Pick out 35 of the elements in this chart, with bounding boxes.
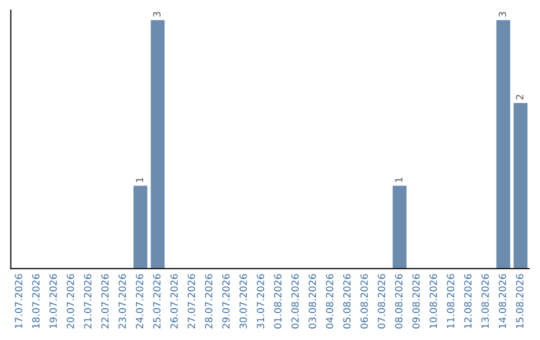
- x-tick-label: 19.07.2026: [49, 274, 57, 328]
- x-tick-label: 04.08.2026: [326, 274, 334, 328]
- x-tick-label: 08.08.2026: [395, 274, 402, 328]
- data-label: 1: [395, 178, 402, 182]
- x-tick-label: 21.07.2026: [84, 274, 92, 328]
- data-label: 3: [498, 12, 506, 17]
- x-tick-label: 15.08.2026: [516, 274, 524, 328]
- x-tick-label: 05.08.2026: [343, 274, 351, 328]
- x-tick-label: 07.08.2026: [378, 274, 386, 328]
- data-label: 2: [516, 94, 524, 100]
- data-label: 1: [136, 178, 144, 182]
- x-tick-label: 10.08.2026: [430, 274, 437, 328]
- x-tick-label: 26.07.2026: [170, 274, 178, 328]
- x-tick-label: 13.08.2026: [481, 274, 489, 328]
- x-tick-label: 17.07.2026: [14, 274, 22, 328]
- x-tick-label: 28.07.2026: [204, 274, 212, 328]
- data-label: 3: [153, 12, 160, 17]
- x-tick-label: 12.08.2026: [464, 274, 472, 328]
- x-tick-label: 09.08.2026: [412, 274, 420, 328]
- x-tick-label: 02.08.2026: [291, 274, 299, 328]
- x-tick-label: 03.08.2026: [308, 274, 316, 328]
- x-tick-label: 23.07.2026: [118, 274, 126, 328]
- x-tick-label: 01.08.2026: [274, 274, 282, 328]
- x-tick-label: 30.07.2026: [240, 274, 247, 328]
- x-tick-label: 06.08.2026: [360, 274, 368, 328]
- x-tick-label: 25.07.2026: [153, 274, 160, 328]
- x-tick-label: 14.08.2026: [498, 274, 506, 328]
- x-tick-label: 29.07.2026: [222, 274, 230, 328]
- x-tick-label: 22.07.2026: [101, 274, 109, 328]
- x-tick-label: 20.07.2026: [66, 274, 74, 328]
- x-tick-label: 18.07.2026: [32, 274, 40, 328]
- x-tick-label: 11.08.2026: [446, 274, 454, 328]
- x-tick-label: 24.07.2026: [136, 274, 144, 328]
- x-tick-label: 27.07.2026: [188, 274, 196, 328]
- x-tick-label: 31.07.2026: [256, 274, 264, 328]
